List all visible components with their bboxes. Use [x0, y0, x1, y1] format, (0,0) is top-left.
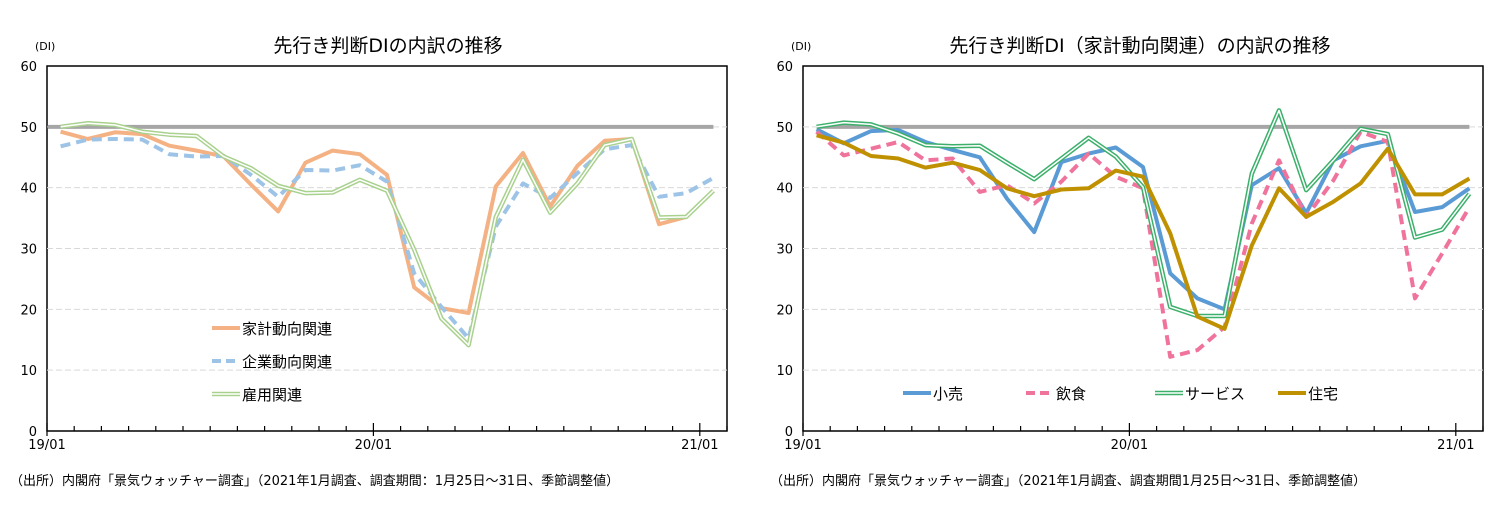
y-tick-label: 10	[776, 364, 793, 379]
series-1	[60, 129, 715, 315]
legend-label: 小売	[933, 385, 963, 403]
y-tick-label: 10	[20, 364, 37, 379]
series-line	[60, 120, 715, 348]
series-1	[815, 127, 1471, 312]
y-tick-label: 30	[776, 243, 793, 258]
series-line	[60, 137, 715, 341]
legend-item: サービス	[1155, 385, 1245, 403]
y-tick-label: 50	[20, 121, 37, 136]
x-tick-label: 20/01	[1111, 438, 1148, 453]
y-axis-unit: (DI)	[35, 40, 55, 53]
y-tick-label: 60	[776, 60, 793, 75]
series-line	[60, 129, 715, 315]
x-tick-label: 19/01	[28, 438, 65, 453]
y-tick-label: 60	[20, 60, 37, 75]
y-tick-label: 40	[776, 182, 793, 197]
legend-item: 家計動向関連	[212, 320, 332, 338]
legend-label: 雇用関連	[242, 386, 302, 404]
legend-label: サービス	[1185, 385, 1245, 403]
legend-item: 企業動向関連	[212, 353, 332, 371]
legend-item: 小売	[903, 385, 963, 403]
series-line-inner	[60, 122, 714, 346]
y-tick-label: 20	[20, 303, 37, 318]
chart-title: 先行き判断DIの内訳の推移	[273, 35, 502, 57]
y-tick-label: 30	[20, 243, 37, 258]
y-tick-label: 20	[776, 303, 793, 318]
y-tick-label: 50	[776, 121, 793, 136]
legend-item: 住宅	[1278, 385, 1338, 403]
y-axis-unit: (DI)	[791, 40, 811, 53]
legend-label: 住宅	[1308, 385, 1338, 403]
series-2	[60, 137, 715, 341]
legend-label: 企業動向関連	[242, 353, 332, 371]
legend-label: 飲食	[1056, 385, 1086, 403]
source-note-left: （出所）内閣府「景気ウォッチャー調査」（2021年1月調査、調査期間：1月25日…	[10, 474, 620, 489]
source-note-right: （出所）内閣府「景気ウォッチャー調査」（2021年1月調査、調査期間1月25日～…	[770, 474, 1367, 489]
legend-label: 家計動向関連	[242, 320, 332, 338]
series-line-inner	[816, 109, 1470, 317]
legend-item: 飲食	[1026, 385, 1086, 403]
series-4	[816, 133, 1471, 331]
legend-item: 雇用関連	[212, 386, 302, 404]
chart-2: 先行き判断DI（家計動向関連）の内訳の推移 (DI) 0 10 20 30 40 50 60 19…	[776, 35, 1484, 453]
chart-1: 先行き判断DIの内訳の推移 (DI) 0 10 20 30 40 50 60 19/01 20/01…	[20, 35, 728, 453]
series-line	[816, 133, 1471, 331]
y-tick-label: 40	[20, 182, 37, 197]
y-tick-label: 0	[29, 425, 37, 440]
chart-title: 先行き判断DI（家計動向関連）の内訳の推移	[949, 35, 1330, 57]
x-tick-label: 19/01	[784, 438, 821, 453]
x-tick-label: 20/01	[355, 438, 392, 453]
series-line	[815, 127, 1471, 312]
x-tick-label: 21/01	[681, 438, 718, 453]
x-tick-label: 21/01	[1437, 438, 1474, 453]
y-tick-label: 0	[785, 425, 793, 440]
series-3	[60, 120, 715, 348]
series-3	[816, 108, 1472, 319]
